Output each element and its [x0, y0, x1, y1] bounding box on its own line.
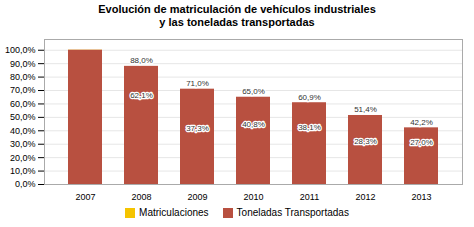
svg-text:51,4%: 51,4%: [354, 105, 377, 114]
html-text:Toneladas Transportadas: Toneladas Transportadas: [236, 207, 349, 218]
svg-text:2009: 2009: [187, 192, 207, 202]
svg-text:37,3%: 37,3%: [186, 124, 209, 133]
svg-text:2010: 2010: [243, 192, 263, 202]
svg-text:60,9%: 60,9%: [298, 93, 321, 102]
svg-text:27,0%: 27,0%: [410, 138, 433, 147]
svg-text:38,1%: 38,1%: [298, 123, 321, 132]
html-text:Evolución de matriculación de: Evolución de matriculación de vehículos …: [98, 3, 376, 28]
svg-text:80,0%: 80,0%: [10, 72, 36, 82]
svg-text:42,2%: 42,2%: [410, 118, 433, 127]
svg-text:0,0%: 0,0%: [15, 179, 36, 189]
svg-text:2013: 2013: [411, 192, 431, 202]
svg-text:71,0%: 71,0%: [186, 79, 209, 88]
svg-text:2011: 2011: [300, 192, 319, 202]
svg-text:90,0%: 90,0%: [10, 59, 36, 69]
svg-text:50,0%: 50,0%: [10, 112, 36, 122]
svg-text:40,0%: 40,0%: [10, 126, 36, 136]
svg-text:28,3%: 28,3%: [354, 137, 377, 146]
svg-text:40,8%: 40,8%: [242, 120, 265, 129]
svg-text:70,0%: 70,0%: [10, 85, 36, 95]
svg-text:62,1%: 62,1%: [130, 91, 153, 100]
svg-text:20,0%: 20,0%: [10, 153, 36, 163]
svg-text:2008: 2008: [131, 192, 151, 202]
svg-text:10,0%: 10,0%: [10, 166, 36, 176]
svg-text:88,0%: 88,0%: [130, 56, 153, 65]
html-text:Matriculaciones: Matriculaciones: [139, 207, 209, 218]
svg-text:2007: 2007: [75, 192, 95, 202]
svg-text:2012: 2012: [355, 192, 375, 202]
svg-text:60,0%: 60,0%: [10, 99, 36, 109]
svg-text:30,0%: 30,0%: [10, 139, 36, 149]
svg-text:65,0%: 65,0%: [242, 87, 265, 96]
svg-text:100,0%: 100,0%: [5, 45, 36, 55]
